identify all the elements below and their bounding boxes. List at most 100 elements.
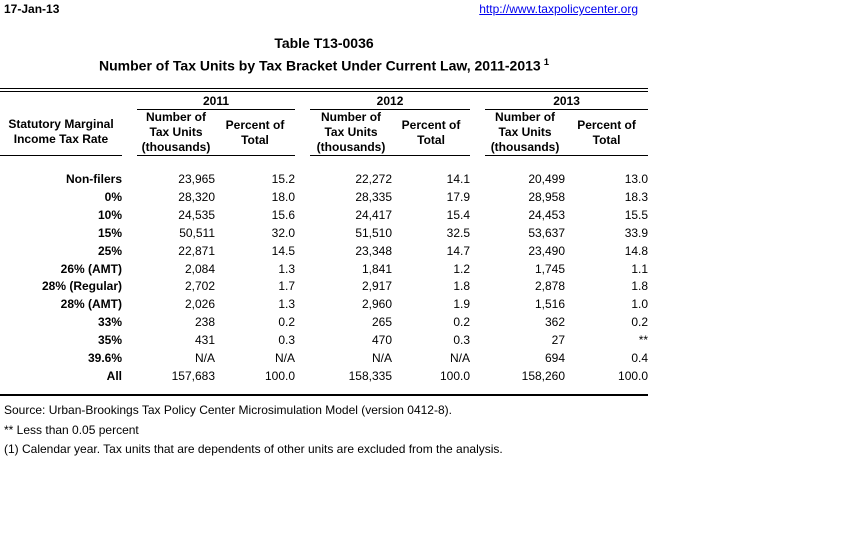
- cell-units-2012: 51,510: [355, 225, 393, 240]
- gap: [295, 332, 310, 350]
- cell-units-2011: 2,084: [184, 261, 215, 276]
- cell-units-2011: 431: [194, 333, 215, 348]
- row-label: 0%: [104, 189, 122, 204]
- gap: [470, 350, 485, 368]
- units-header-2012: Number of Tax Units (thousands): [310, 109, 393, 156]
- cell-units-2012: 22,272: [355, 172, 393, 186]
- table-row: Non-filers 23,965 15.2 22,272 14.1 20,49…: [0, 171, 648, 189]
- gap: [295, 110, 310, 156]
- table-row: 15% 50,511 32.0 51,510 32.5 53,637 33.9: [0, 225, 648, 243]
- cell-units-2011: 157,683: [171, 368, 215, 383]
- cell-units-2012: 24,417: [355, 207, 393, 222]
- row-label: 26% (AMT): [60, 261, 122, 276]
- cell-percent-2012: 32.5: [446, 225, 471, 240]
- year-header-row: 2011 2012 2013: [0, 92, 649, 110]
- cell-units-2011: 238: [194, 315, 215, 330]
- tax-units-table: 2011 2012 2013 Statutory Marginal Income…: [0, 92, 649, 386]
- cell-units-2012: 23,348: [355, 243, 393, 258]
- gap: [470, 296, 485, 314]
- table-row: 28% (Regular) 2,702 1.7 2,917 1.8 2,878 …: [0, 278, 648, 296]
- row-label: 28% (AMT): [60, 297, 122, 312]
- table-row: 33% 238 0.2 265 0.2 362 0.2: [0, 314, 648, 332]
- gap: [295, 350, 310, 368]
- table-block: 2011 2012 2013 Statutory Marginal Income…: [0, 88, 649, 396]
- cell-units-2011: 24,535: [178, 207, 215, 222]
- gap: [122, 243, 137, 261]
- cell-percent-2012: 1.9: [453, 297, 471, 312]
- cell-percent-2012: 15.4: [446, 207, 471, 222]
- cell-percent-2012: 17.9: [446, 189, 471, 204]
- cell-units-2013: 694: [545, 351, 566, 366]
- gap: [470, 171, 485, 189]
- gap: [470, 332, 485, 350]
- units-header-2011: Number of Tax Units (thousands): [137, 109, 215, 156]
- cell-units-2013: 23,490: [528, 243, 566, 258]
- column-header-row: Statutory Marginal Income Tax Rate Numbe…: [0, 109, 649, 156]
- footnote-marker: 1: [543, 57, 549, 68]
- cell-units-2012: 1,841: [361, 261, 393, 276]
- cell-percent-2011: 18.0: [271, 189, 296, 204]
- table-row-total: All 157,683 100.0 158,335 100.0 158,260 …: [0, 368, 648, 386]
- gap: [122, 261, 137, 279]
- cell-percent-2013: 13.0: [624, 172, 649, 186]
- cell-percent-2013: 0.4: [631, 351, 649, 366]
- gap: [122, 171, 137, 189]
- table-bottom-rule: [0, 393, 648, 396]
- gap: [122, 110, 137, 156]
- table-row: 0% 28,320 18.0 28,335 17.9 28,958 18.3: [0, 189, 648, 207]
- gap: [122, 278, 137, 296]
- gap: [295, 189, 310, 207]
- cell-units-2013: 28,958: [528, 189, 566, 204]
- asterisk-note: ** Less than 0.05 percent: [4, 422, 139, 437]
- cell-percent-2011: 1.3: [278, 261, 296, 276]
- year-header-2011: 2011: [137, 92, 296, 110]
- gap: [470, 368, 485, 386]
- table-row: 10% 24,535 15.6 24,417 15.4 24,453 15.5: [0, 207, 648, 225]
- gap: [295, 368, 310, 386]
- cell-units-2013: 362: [545, 315, 566, 330]
- gap: [122, 225, 137, 243]
- gap: [122, 368, 137, 386]
- cell-percent-2011: N/A: [275, 351, 296, 366]
- cell-percent-2011: 0.3: [278, 333, 296, 348]
- gap: [295, 243, 310, 261]
- cell-units-2013: 27: [551, 333, 566, 348]
- footnotes-block: Source: Urban-Brookings Tax Policy Cente…: [4, 401, 503, 460]
- cell-percent-2011: 1.3: [278, 297, 296, 312]
- cell-units-2012: 2,960: [361, 297, 393, 312]
- row-header-title: Statutory Marginal Income Tax Rate: [0, 109, 122, 156]
- gap: [122, 314, 137, 332]
- gap: [122, 332, 137, 350]
- gap: [470, 92, 485, 110]
- cell-units-2012: 265: [371, 315, 393, 330]
- row-label: Non-filers: [65, 172, 122, 186]
- percent-header-2011: Percent of Total: [215, 109, 296, 156]
- cell-units-2012: 470: [371, 333, 393, 348]
- cell-percent-2013: 33.9: [624, 225, 649, 240]
- cell-percent-2012: 1.2: [453, 261, 471, 276]
- table-number-title: Table T13-0036: [274, 35, 374, 51]
- cell-percent-2012: 1.8: [453, 279, 471, 294]
- table-title-text: Number of Tax Units by Tax Bracket Under…: [99, 57, 541, 74]
- gap: [470, 278, 485, 296]
- cell-units-2013: 158,260: [521, 368, 566, 383]
- gap: [295, 314, 310, 332]
- table-row: 35% 431 0.3 470 0.3 27 **: [0, 332, 648, 350]
- date-label: 17-Jan-13: [4, 2, 60, 16]
- cell-units-2013: 20,499: [528, 172, 566, 186]
- cell-units-2013: 1,516: [535, 297, 566, 312]
- cell-units-2011: N/A: [194, 351, 215, 366]
- table-title: Number of Tax Units by Tax Bracket Under…: [0, 53, 648, 76]
- row-label: 35%: [97, 333, 122, 348]
- cell-percent-2013: 1.0: [631, 297, 649, 312]
- percent-header-2012: Percent of Total: [392, 109, 471, 156]
- year-header-2013: 2013: [485, 92, 649, 110]
- cell-percent-2012: 100.0: [440, 368, 471, 383]
- gap: [470, 261, 485, 279]
- cell-percent-2012: 14.1: [446, 172, 471, 186]
- row-label: 28% (Regular): [41, 279, 122, 294]
- taxpolicycenter-link[interactable]: http://www.taxpolicycenter.org: [479, 2, 638, 16]
- cell-percent-2012: 14.7: [446, 243, 471, 258]
- cell-units-2013: 53,637: [528, 225, 566, 240]
- header-spacer-row: [0, 156, 648, 172]
